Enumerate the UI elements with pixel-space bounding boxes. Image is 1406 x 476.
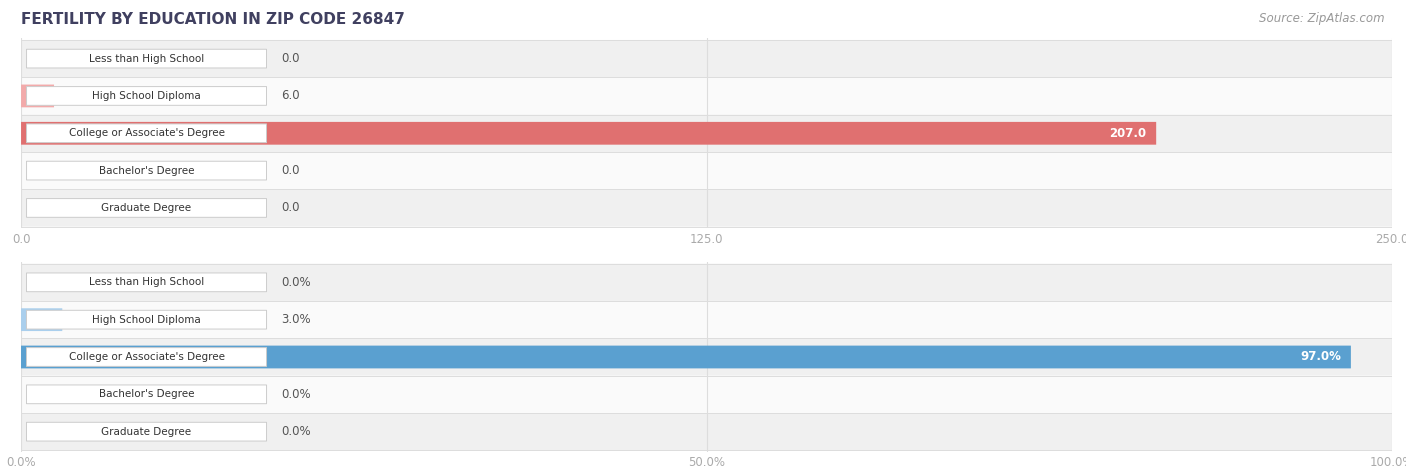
FancyBboxPatch shape <box>21 85 53 107</box>
FancyBboxPatch shape <box>27 49 267 68</box>
Text: Less than High School: Less than High School <box>89 278 204 288</box>
Text: 0.0: 0.0 <box>281 52 299 65</box>
Text: 207.0: 207.0 <box>1109 127 1146 140</box>
Text: 0.0%: 0.0% <box>281 276 311 289</box>
FancyBboxPatch shape <box>27 347 267 367</box>
Text: 6.0: 6.0 <box>281 89 299 102</box>
FancyBboxPatch shape <box>27 87 267 105</box>
FancyBboxPatch shape <box>21 264 1392 301</box>
Text: Bachelor's Degree: Bachelor's Degree <box>98 166 194 176</box>
Text: Less than High School: Less than High School <box>89 54 204 64</box>
FancyBboxPatch shape <box>27 422 267 441</box>
FancyBboxPatch shape <box>21 122 1156 145</box>
Text: Graduate Degree: Graduate Degree <box>101 203 191 213</box>
FancyBboxPatch shape <box>21 40 1392 77</box>
Text: College or Associate's Degree: College or Associate's Degree <box>69 128 225 139</box>
FancyBboxPatch shape <box>21 152 1392 189</box>
FancyBboxPatch shape <box>27 198 267 218</box>
FancyBboxPatch shape <box>27 124 267 143</box>
Text: High School Diploma: High School Diploma <box>93 315 201 325</box>
FancyBboxPatch shape <box>21 338 1392 376</box>
FancyBboxPatch shape <box>21 189 1392 227</box>
Text: Bachelor's Degree: Bachelor's Degree <box>98 389 194 399</box>
FancyBboxPatch shape <box>21 308 62 331</box>
Text: 3.0%: 3.0% <box>281 313 311 326</box>
FancyBboxPatch shape <box>21 413 1392 450</box>
Text: 0.0: 0.0 <box>281 201 299 215</box>
FancyBboxPatch shape <box>21 115 1392 152</box>
Text: FERTILITY BY EDUCATION IN ZIP CODE 26847: FERTILITY BY EDUCATION IN ZIP CODE 26847 <box>21 12 405 27</box>
Text: 0.0%: 0.0% <box>281 388 311 401</box>
Text: High School Diploma: High School Diploma <box>93 91 201 101</box>
Text: 0.0: 0.0 <box>281 164 299 177</box>
Text: Source: ZipAtlas.com: Source: ZipAtlas.com <box>1260 12 1385 25</box>
FancyBboxPatch shape <box>21 301 1392 338</box>
FancyBboxPatch shape <box>27 310 267 329</box>
FancyBboxPatch shape <box>21 77 1392 115</box>
Text: Graduate Degree: Graduate Degree <box>101 426 191 436</box>
Text: 97.0%: 97.0% <box>1301 350 1341 364</box>
Text: 0.0%: 0.0% <box>281 425 311 438</box>
Text: College or Associate's Degree: College or Associate's Degree <box>69 352 225 362</box>
FancyBboxPatch shape <box>27 273 267 292</box>
FancyBboxPatch shape <box>21 346 1351 368</box>
FancyBboxPatch shape <box>27 161 267 180</box>
FancyBboxPatch shape <box>27 385 267 404</box>
FancyBboxPatch shape <box>21 376 1392 413</box>
